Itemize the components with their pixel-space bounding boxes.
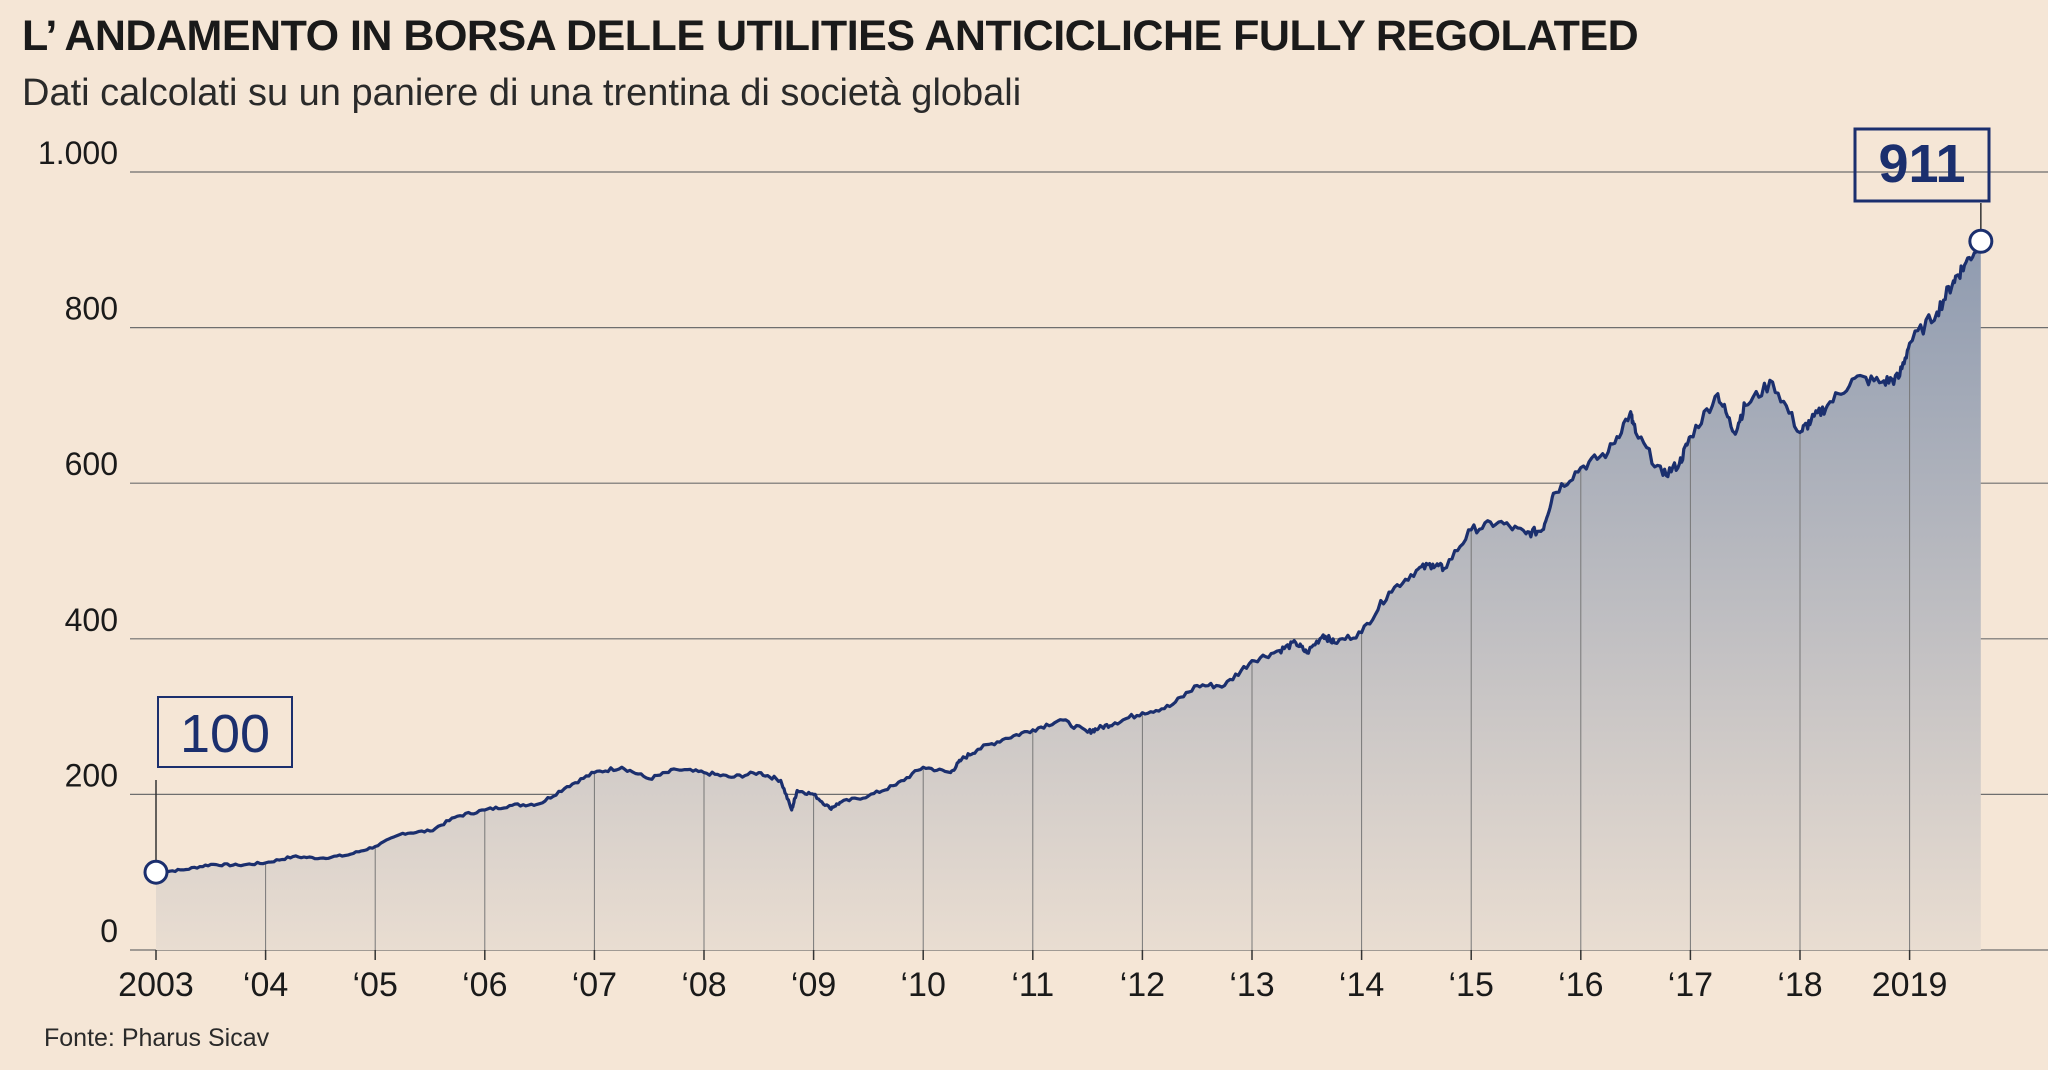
chart-subtitle: Dati calcolati su un paniere di una tren… — [22, 72, 1022, 114]
x-tick-label: ‘17 — [1668, 966, 1713, 1004]
y-tick-label: 0 — [100, 913, 118, 949]
x-tick-label: ‘14 — [1339, 966, 1384, 1004]
annotations: 100 911 — [143, 127, 1994, 885]
y-axis-ticks: 0 200 400 600 800 1.000 — [38, 135, 118, 949]
callout-box — [1853, 127, 1991, 203]
x-tick-label: ‘08 — [681, 966, 726, 1004]
series-line — [155, 240, 1983, 874]
area-fill — [156, 241, 1981, 950]
x-tick-label: ‘10 — [901, 966, 946, 1004]
x-tick-label: ‘06 — [462, 966, 507, 1004]
series-line-path — [155, 240, 1983, 874]
data-marker — [143, 859, 169, 885]
x-tick-label: ‘12 — [1120, 966, 1165, 1004]
y-tick-label: 800 — [65, 291, 118, 327]
source-note: Fonte: Pharus Sicav — [44, 1024, 270, 1052]
data-marker — [1968, 228, 1994, 254]
x-tick-label: 2019 — [1872, 966, 1948, 1004]
x-tick-label: ‘04 — [243, 966, 288, 1004]
year-lines — [265, 343, 1911, 950]
callout-box — [157, 696, 293, 768]
x-tick-label: ‘15 — [1449, 966, 1494, 1004]
x-tick-label: ‘18 — [1777, 966, 1822, 1004]
x-tick-label: ‘11 — [1011, 966, 1054, 1004]
x-tick-label: ‘05 — [353, 966, 398, 1004]
chart-title: L’ ANDAMENTO IN BORSA DELLE UTILITIES AN… — [22, 12, 1639, 60]
x-tick-label: ‘07 — [572, 966, 617, 1004]
y-tick-label: 200 — [65, 757, 118, 793]
callout-value: 911 — [1878, 134, 1965, 194]
callout-value: 100 — [180, 704, 270, 764]
y-tick-label: 400 — [65, 602, 118, 638]
x-tick-label: ‘16 — [1558, 966, 1603, 1004]
x-axis-ticks: 2003 ‘04 ‘05 ‘06 ‘07 ‘08 ‘09 ‘10 ‘11 ‘12 ‘13 ‘14 ‘15… — [118, 950, 1947, 1004]
y-tick-label: 600 — [65, 446, 118, 482]
x-tick-label: ‘13 — [1229, 966, 1274, 1004]
y-tick-label: 1.000 — [38, 135, 118, 171]
series-area — [156, 241, 1981, 950]
x-tick-label: 2003 — [118, 966, 194, 1004]
x-tick-label: ‘09 — [791, 966, 836, 1004]
